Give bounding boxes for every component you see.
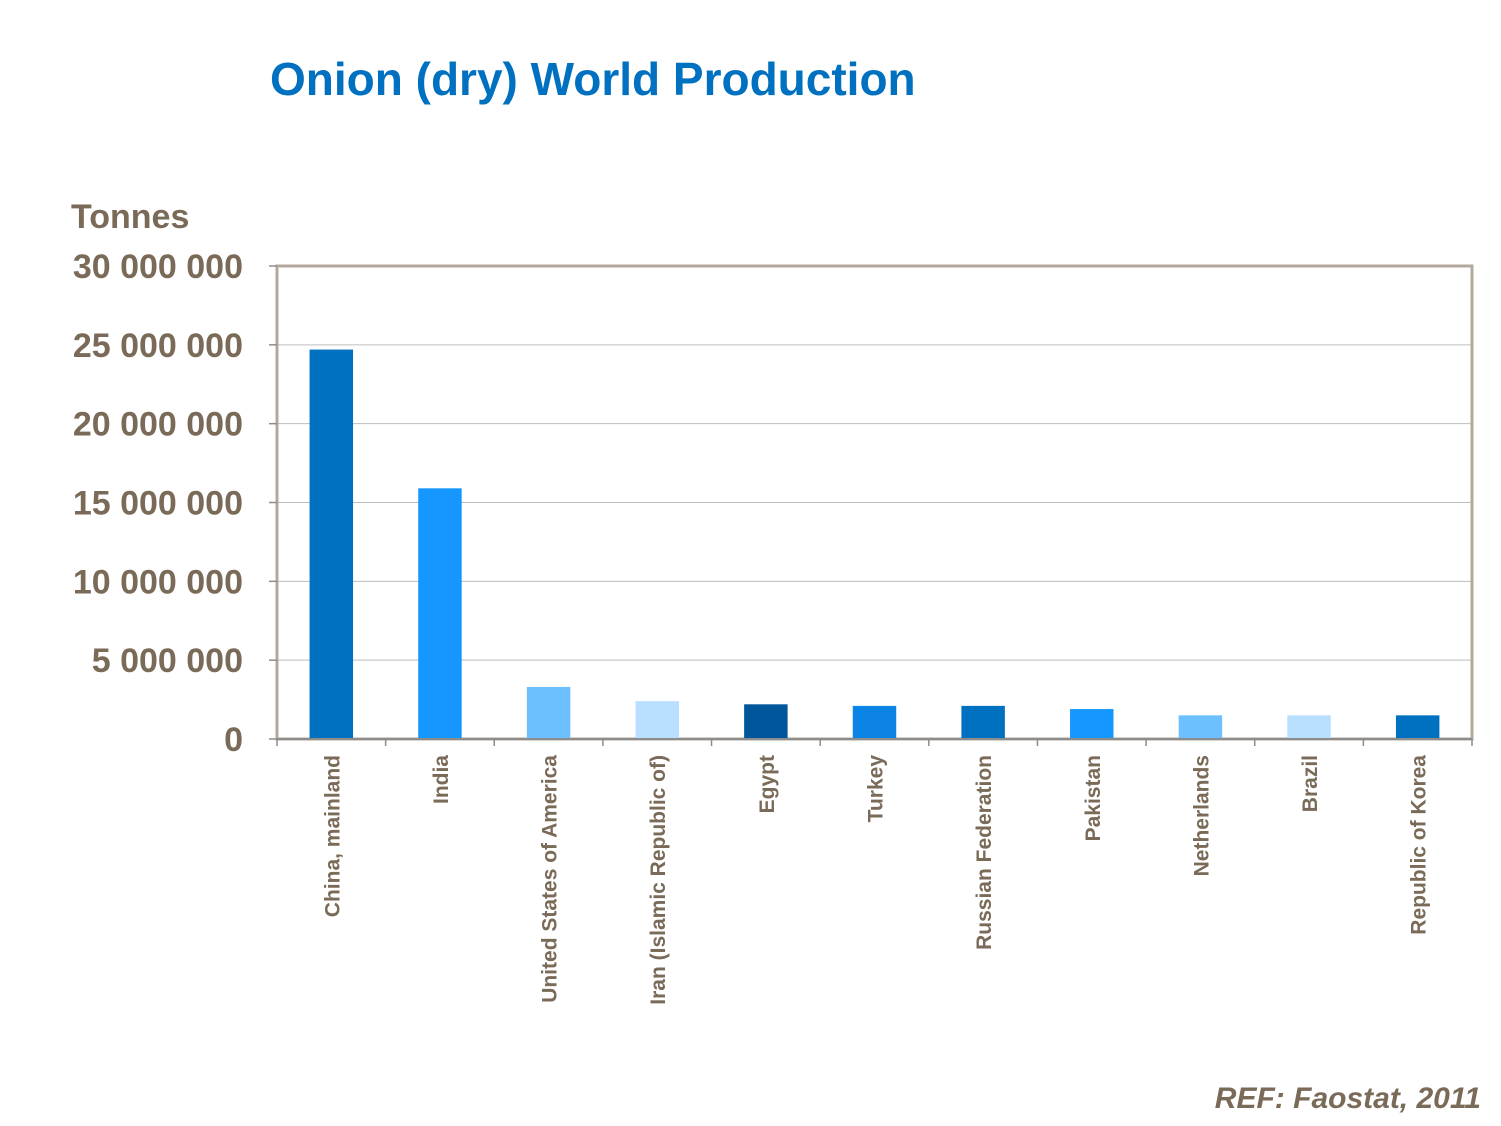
x-tick-label: India [430, 755, 453, 804]
x-tick-label: Republic of Korea [1408, 755, 1431, 935]
axes [269, 265, 1473, 746]
bar [635, 701, 679, 739]
bar [1395, 715, 1440, 739]
chart-title: Onion (dry) World Production [270, 53, 916, 105]
bar [526, 686, 571, 739]
x-tick-label: United States of America [539, 755, 562, 1003]
x-tick-labels: China, mainland India United States of Ame… [321, 755, 1430, 1005]
y-tick-label: 30 000 000 [73, 248, 243, 286]
bar [1178, 715, 1223, 739]
bars [309, 349, 1440, 739]
source-reference: REF: Faostat, 2011 [1214, 1082, 1481, 1115]
y-tick-labels: 0 5 000 000 10 000 000 15 000 000 20 000 000… [73, 248, 243, 759]
bar [309, 349, 354, 739]
bar [1287, 715, 1331, 739]
x-tick-label: Iran (Islamic Republic of) [647, 755, 670, 1005]
bar [418, 488, 462, 739]
x-tick-label: Pakistan [1082, 755, 1105, 841]
y-tick-label: 25 000 000 [73, 327, 243, 365]
x-tick-label: Netherlands [1190, 755, 1213, 876]
y-tick-label: 15 000 000 [73, 485, 243, 523]
y-axis-label: Tonnes [71, 198, 189, 236]
x-tick-label: China, mainland [321, 755, 344, 917]
x-tick-label: Egypt [756, 755, 779, 813]
y-tick-label: 5 000 000 [92, 642, 243, 680]
bar [852, 705, 897, 739]
y-tick-label: 20 000 000 [73, 406, 243, 444]
x-tick-label: Brazil [1299, 755, 1322, 812]
bar [1070, 709, 1114, 739]
bar [961, 705, 1005, 739]
x-tick-label: Russian Federation [973, 755, 996, 950]
y-tick-label: 10 000 000 [73, 563, 243, 601]
gridlines [277, 344, 1472, 661]
y-tick-label: 0 [224, 721, 243, 759]
x-tick-label: Turkey [865, 755, 888, 823]
bar [744, 704, 788, 739]
